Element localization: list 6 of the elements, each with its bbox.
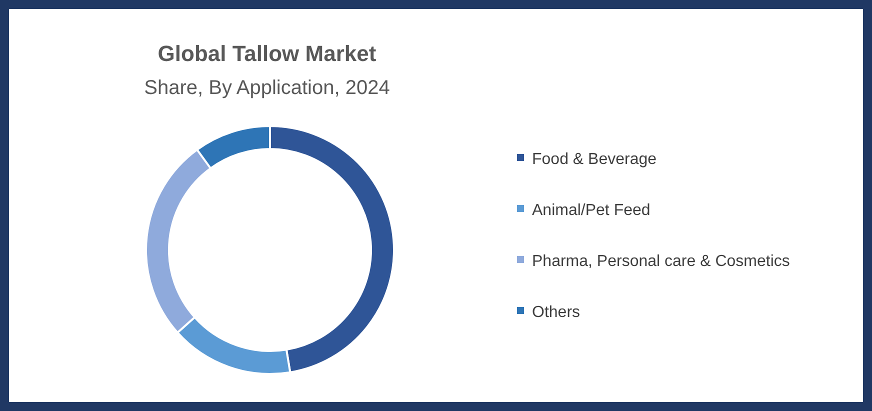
chart-subtitle: Share, By Application, 2024 bbox=[144, 77, 390, 99]
legend-label: Pharma, Personal care & Cosmetics bbox=[532, 253, 790, 270]
legend-label: Others bbox=[532, 304, 580, 322]
legend-label: Food & Beverage bbox=[532, 151, 657, 168]
legend-label: Animal/Pet Feed bbox=[532, 202, 650, 220]
chart-title: Global Tallow Market bbox=[158, 41, 377, 66]
